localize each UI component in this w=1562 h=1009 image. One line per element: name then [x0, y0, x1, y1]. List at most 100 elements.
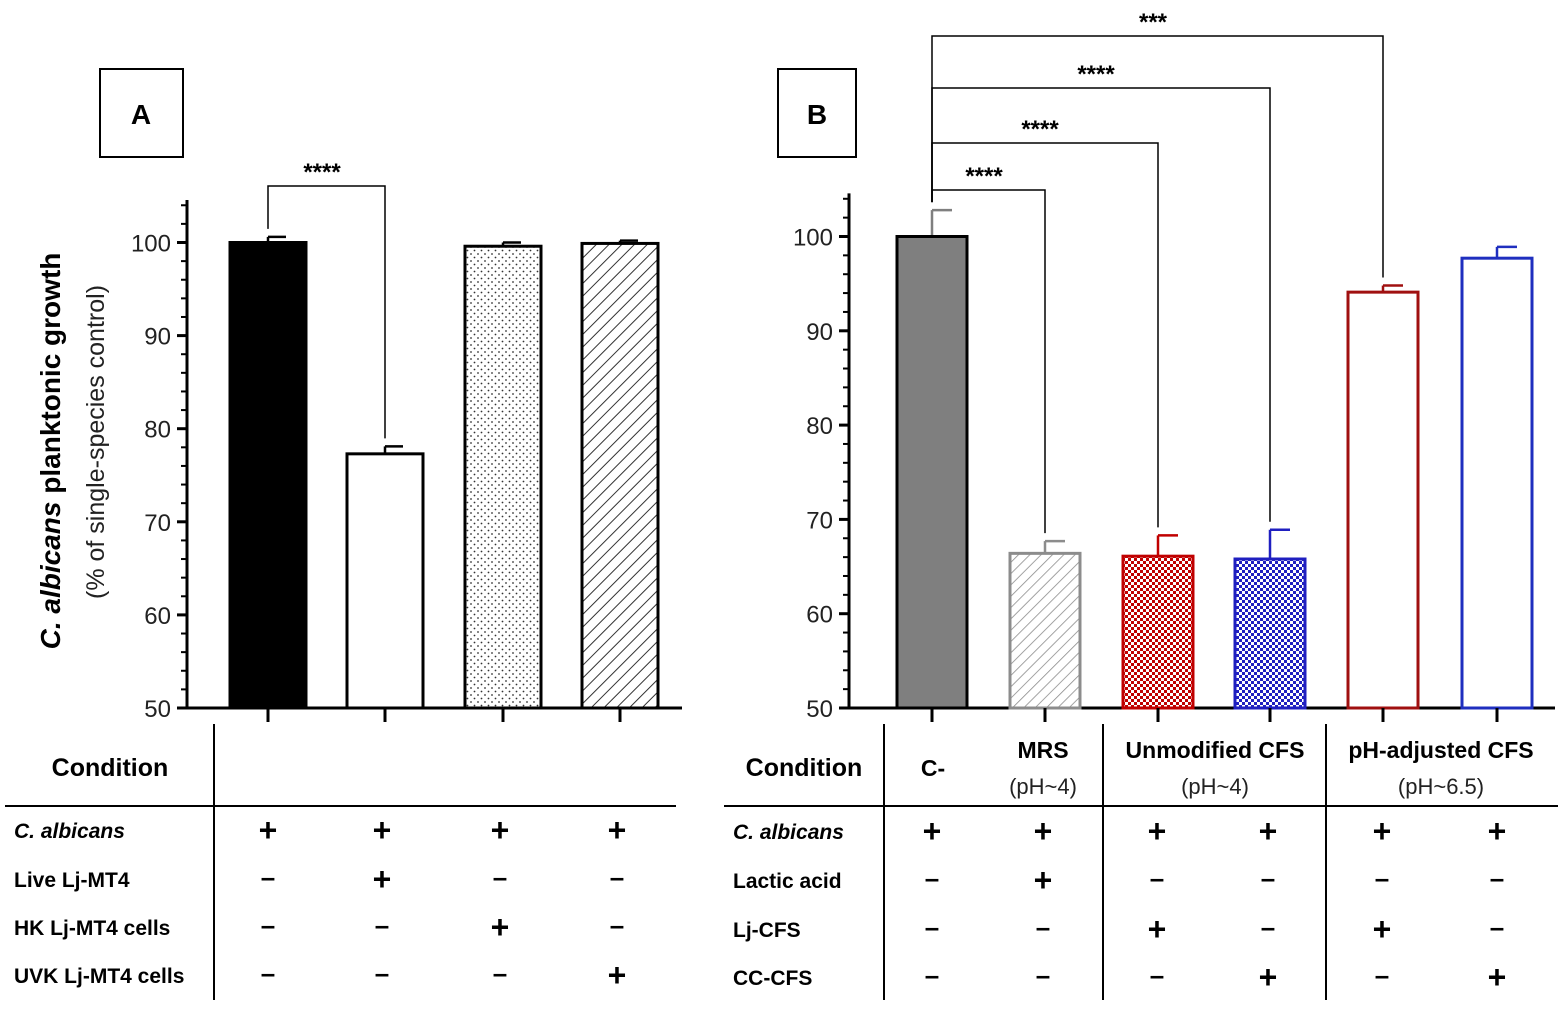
minus-mark: – [1375, 960, 1389, 990]
y-tick-label: 50 [144, 696, 171, 723]
minus-mark: – [1490, 863, 1504, 893]
plus-mark: + [491, 909, 510, 945]
table-row-label: C. albicans [733, 821, 844, 844]
table-row-label: Lactic acid [733, 870, 842, 893]
bar-1 [228, 241, 308, 710]
bar-1 [895, 235, 969, 710]
panel-b-condition-table: Condition C- MRS (pH~4) Unmodified CFS (pH~4)… [724, 724, 1558, 1000]
y-tick-label: 100 [793, 225, 833, 252]
plus-mark: + [1488, 813, 1507, 849]
significance-bracket [931, 35, 1384, 278]
bar-2 [345, 452, 425, 710]
significance-label: **** [965, 163, 1003, 190]
plus-mark: + [1373, 911, 1392, 947]
table-row-label: C. albicans [14, 820, 125, 843]
minus-mark: – [925, 960, 939, 990]
minus-mark: – [1036, 960, 1050, 990]
plus-mark: + [608, 812, 627, 848]
column-group-sublabel: (pH~6.5) [1398, 774, 1484, 799]
minus-mark: – [1150, 960, 1164, 990]
panel-a-ylabel: C. albicans planktonic growth [35, 253, 66, 650]
plus-mark: + [373, 861, 392, 897]
plus-mark: + [259, 812, 278, 848]
plus-mark: + [1373, 813, 1392, 849]
plus-mark: + [1488, 959, 1507, 995]
bar-3 [1121, 554, 1195, 710]
table-row-label: Lj-CFS [733, 919, 801, 942]
plus-mark: + [1259, 813, 1278, 849]
bar-2 [1008, 551, 1082, 710]
plus-mark: + [373, 812, 392, 848]
minus-mark: – [493, 862, 507, 892]
minus-mark: – [925, 912, 939, 942]
panel-a-condition-table: Condition C. albicans + + + + Live Lj-MT4 – + – – H… [5, 724, 676, 1000]
table-header-condition: Condition [746, 754, 863, 782]
bar-6 [1460, 256, 1534, 710]
bar-4 [580, 241, 660, 710]
significance-label: **** [1021, 116, 1059, 143]
minus-mark: – [493, 958, 507, 988]
significance-bracket [931, 87, 1271, 522]
panel-b-letter: B [807, 99, 827, 130]
column-group-label: Unmodified CFS [1126, 737, 1305, 763]
table-row-label: Live Lj-MT4 [14, 869, 130, 892]
y-tick-label: 60 [144, 603, 171, 630]
table-row-label: HK Lj-MT4 cells [14, 917, 170, 940]
y-tick-label: 100 [131, 231, 171, 258]
panel-a-letter: A [131, 99, 151, 130]
plus-mark: + [1148, 813, 1167, 849]
ylabel-rest-part: planktonic growth [35, 253, 66, 502]
column-group-sublabel: (pH~4) [1181, 774, 1249, 799]
minus-mark: – [1150, 863, 1164, 893]
plus-mark: + [1034, 813, 1053, 849]
minus-mark: – [261, 862, 275, 892]
y-tick-label: 60 [806, 602, 833, 629]
table-header-condition: Condition [52, 754, 169, 782]
y-tick-label: 90 [144, 324, 171, 351]
y-tick-label: 50 [806, 696, 833, 723]
table-row-label: UVK Lj-MT4 cells [14, 965, 184, 988]
significance-label: *** [1139, 9, 1168, 36]
table-row-label: CC-CFS [733, 967, 812, 990]
bar-4 [1233, 557, 1307, 710]
plus-mark: + [1148, 911, 1167, 947]
y-tick-label: 70 [806, 507, 833, 534]
column-group-label: MRS [1017, 737, 1068, 763]
minus-mark: – [1261, 912, 1275, 942]
y-tick-label: 90 [806, 319, 833, 346]
minus-mark: – [610, 862, 624, 892]
panel-a-chart: 50 60 70 80 90 100 **** [131, 159, 682, 723]
y-tick-label: 80 [144, 417, 171, 444]
minus-mark: – [261, 910, 275, 940]
plus-mark: + [1034, 862, 1053, 898]
ylabel-italic-part: C. albicans [35, 502, 66, 650]
minus-mark: – [1375, 863, 1389, 893]
significance-label: **** [303, 159, 341, 186]
y-tick-label: 80 [806, 413, 833, 440]
minus-mark: – [1261, 863, 1275, 893]
plus-mark: + [1259, 959, 1278, 995]
minus-mark: – [1036, 912, 1050, 942]
minus-mark: – [1490, 912, 1504, 942]
minus-mark: – [925, 863, 939, 893]
y-tick-label: 70 [144, 510, 171, 537]
plus-mark: + [923, 813, 942, 849]
minus-mark: – [261, 958, 275, 988]
column-group-label: C- [921, 755, 945, 781]
minus-mark: – [375, 958, 389, 988]
minus-mark: – [610, 910, 624, 940]
column-group-label: pH-adjusted CFS [1348, 737, 1533, 763]
significance-label: **** [1077, 61, 1115, 88]
panel-a-label-box: A [99, 68, 184, 158]
panel-b-label-box: B [777, 68, 857, 158]
plus-mark: + [608, 957, 627, 993]
bar-3 [463, 244, 543, 710]
bar-5 [1346, 290, 1420, 710]
minus-mark: – [375, 910, 389, 940]
column-group-sublabel: (pH~4) [1009, 774, 1077, 799]
panel-a-ylabel-sub: (% of single-species control) [82, 285, 110, 599]
significance-bracket [267, 185, 386, 439]
plus-mark: + [491, 812, 510, 848]
